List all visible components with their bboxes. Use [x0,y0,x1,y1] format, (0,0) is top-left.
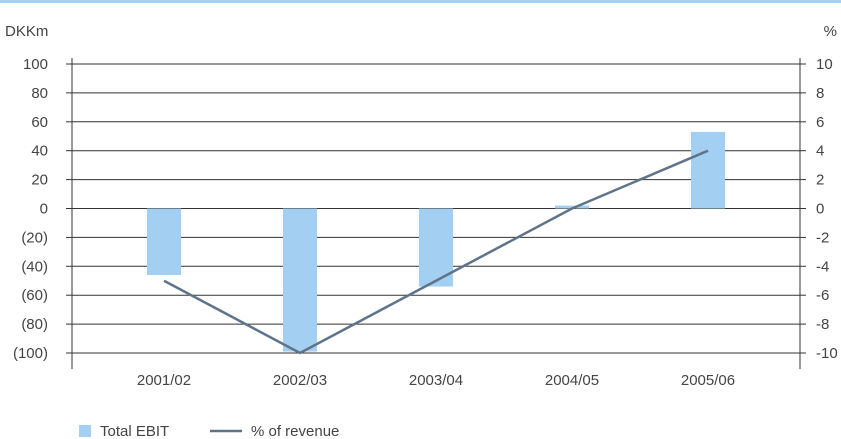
right-tick-label: 10 [816,56,833,73]
right-tick-label: 4 [816,143,824,160]
left-tick-label: (20) [21,229,48,246]
legend-swatch-total-ebit [79,425,91,437]
right-tick-label: -4 [816,258,829,275]
legend: Total EBIT % of revenue [79,423,339,439]
right-axis-unit: % [824,23,837,40]
category-label: 2003/04 [409,372,463,389]
legend-label-total-ebit: Total EBIT [100,423,169,439]
left-axis-unit: DKKm [5,23,48,40]
bar-total-ebit [147,208,181,275]
left-tick-labels: 100 80 60 40 20 0 (20) (40) (60) (80) (100) [13,56,48,362]
left-tick-label: (100) [13,345,48,362]
left-tick-label: (60) [21,287,48,304]
right-tick-label: -2 [816,229,829,246]
category-label: 2004/05 [545,372,599,389]
right-tick-labels: 10 8 6 4 2 0 -2 -4 -6 -8 -10 [816,56,838,362]
right-tick-label: 6 [816,114,824,131]
bar-total-ebit [555,205,589,209]
right-tick-label: 2 [816,172,824,189]
right-tick-label: -10 [816,345,838,362]
right-tick-label: -6 [816,287,829,304]
left-tick-label: 80 [31,85,48,102]
line-series [163,149,709,355]
bars [147,131,725,352]
right-tick-label: 0 [816,201,824,218]
left-tick-label: 0 [40,201,48,218]
left-tick-label: 60 [31,114,48,131]
category-label: 2005/06 [681,372,735,389]
left-tick-label: 40 [31,143,48,160]
axes [66,58,806,369]
bar-total-ebit [283,208,317,352]
category-label: 2002/03 [273,372,327,389]
bar-total-ebit [691,131,725,209]
right-tick-label: -8 [816,316,829,333]
right-tick-label: 8 [816,85,824,102]
category-labels: 2001/02 2002/03 2003/04 2004/05 2005/06 [137,372,735,389]
left-tick-label: 100 [23,56,48,73]
left-tick-label: 20 [31,172,48,189]
legend-label-pct-of-revenue: % of revenue [251,423,339,439]
category-label: 2001/02 [137,372,191,389]
left-tick-label: (80) [21,316,48,333]
left-tick-label: (40) [21,258,48,275]
